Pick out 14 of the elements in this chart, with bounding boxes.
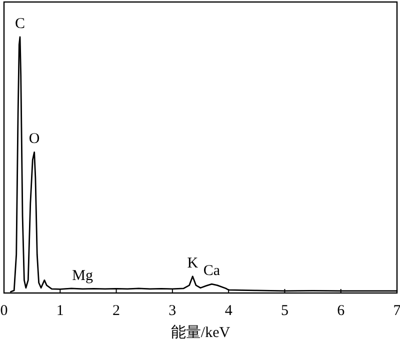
annotation: O <box>28 131 40 148</box>
x-tick-label: 6 <box>337 303 346 319</box>
x-tick-label: 4 <box>224 303 233 319</box>
annotation: Mg <box>72 268 94 284</box>
x-tick-label: 7 <box>393 303 400 319</box>
x-tick-label: 2 <box>112 303 120 319</box>
annotation: C <box>14 16 26 32</box>
annotation: K <box>187 255 198 272</box>
x-axis-title: 能量/keV <box>170 324 230 341</box>
annotation: Ca <box>203 263 220 280</box>
x-tick-label: 1 <box>56 303 64 319</box>
x-tick-label: 3 <box>168 303 176 319</box>
x-tick-label: 5 <box>280 303 288 319</box>
x-tick-label: 0 <box>0 303 8 319</box>
